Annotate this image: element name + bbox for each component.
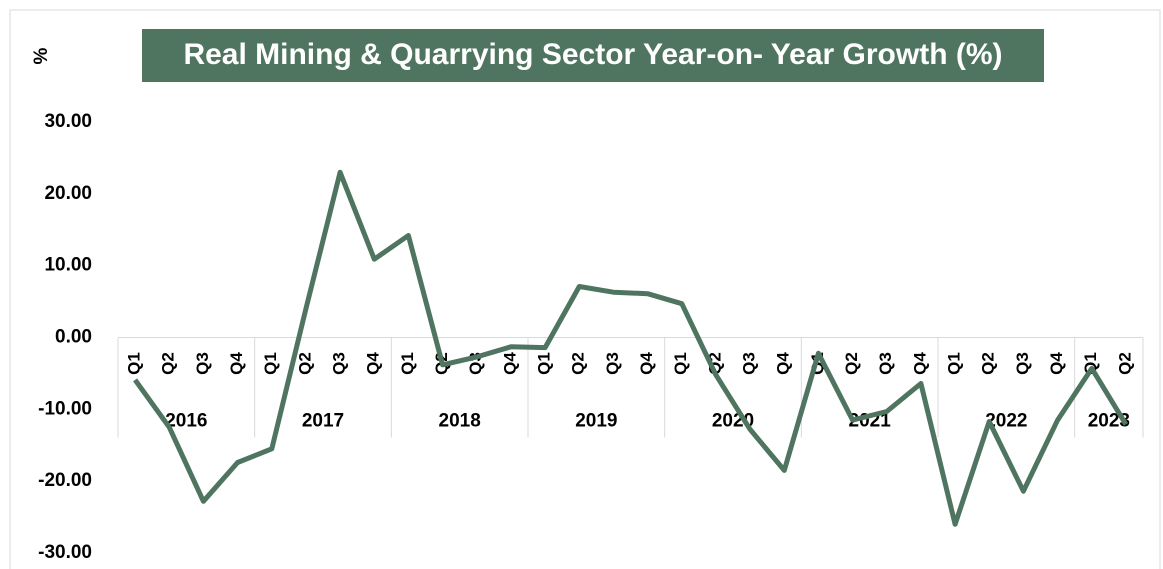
x-tick-label: Q3 — [330, 352, 349, 375]
year-label: 2019 — [575, 411, 617, 432]
x-tick-label: Q1 — [261, 352, 280, 375]
year-label: 2021 — [849, 411, 892, 432]
year-label: 2022 — [985, 411, 1027, 432]
y-tick-label: 20.00 — [44, 183, 92, 204]
x-tick-label: Q4 — [1047, 352, 1066, 375]
x-tick-label: Q1 — [671, 352, 690, 375]
x-tick-label: Q4 — [774, 352, 793, 375]
x-tick-label: Q2 — [569, 352, 588, 375]
title-background — [142, 29, 1044, 82]
x-tick-label: Q4 — [910, 352, 929, 375]
x-tick-label: Q4 — [637, 352, 656, 375]
x-tick-label: Q3 — [876, 352, 895, 375]
y-tick-label: -20.00 — [38, 470, 92, 491]
year-label: 2018 — [439, 411, 481, 432]
x-tick-label: Q3 — [193, 352, 212, 375]
x-tick-label: Q3 — [1013, 352, 1032, 375]
year-label: 2016 — [165, 411, 207, 432]
x-tick-label: Q3 — [740, 352, 759, 375]
x-tick-label: Q1 — [945, 352, 964, 375]
year-label: 2017 — [302, 411, 344, 432]
y-tick-label: 10.00 — [44, 255, 92, 276]
x-tick-label: Q2 — [295, 352, 314, 375]
y-tick-label: 0.00 — [55, 327, 92, 348]
chart-title: Real Mining & Quarrying Sector Year-on- … — [183, 38, 1002, 71]
y-tick-label: -30.00 — [38, 542, 92, 563]
x-tick-label: Q2 — [842, 352, 861, 375]
x-tick-label: Q3 — [603, 352, 622, 375]
x-tick-label: Q1 — [1081, 352, 1100, 375]
y-tick-label: 30.00 — [44, 111, 92, 132]
x-tick-label: Q2 — [979, 352, 998, 375]
y-tick-label: -10.00 — [38, 398, 92, 419]
y-axis-label: % — [31, 47, 52, 64]
x-tick-label: Q2 — [159, 352, 178, 375]
x-tick-label: Q4 — [227, 352, 246, 375]
x-tick-label: Q1 — [125, 352, 144, 375]
x-tick-label: Q1 — [398, 352, 417, 375]
x-tick-label: Q4 — [500, 352, 519, 375]
x-tick-label: Q2 — [1115, 352, 1134, 375]
x-tick-label: Q4 — [364, 352, 383, 375]
data-line — [133, 169, 1129, 527]
x-tick-label: Q1 — [535, 352, 554, 375]
